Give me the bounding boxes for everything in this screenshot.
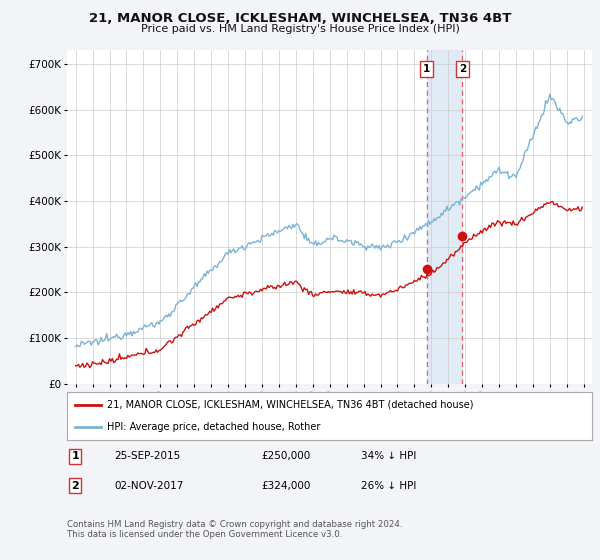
Text: £324,000: £324,000 (262, 481, 311, 491)
Text: 1: 1 (423, 64, 430, 74)
Text: Price paid vs. HM Land Registry's House Price Index (HPI): Price paid vs. HM Land Registry's House … (140, 24, 460, 34)
Text: HPI: Average price, detached house, Rother: HPI: Average price, detached house, Roth… (107, 422, 320, 432)
Text: Contains HM Land Registry data © Crown copyright and database right 2024.
This d: Contains HM Land Registry data © Crown c… (67, 520, 403, 539)
Text: 21, MANOR CLOSE, ICKLESHAM, WINCHELSEA, TN36 4BT (detached house): 21, MANOR CLOSE, ICKLESHAM, WINCHELSEA, … (107, 400, 473, 410)
Text: 2: 2 (459, 64, 466, 74)
Text: 2: 2 (71, 481, 79, 491)
Text: 21, MANOR CLOSE, ICKLESHAM, WINCHELSEA, TN36 4BT: 21, MANOR CLOSE, ICKLESHAM, WINCHELSEA, … (89, 12, 511, 25)
Text: 34% ↓ HPI: 34% ↓ HPI (361, 451, 416, 461)
Text: 1: 1 (71, 451, 79, 461)
Text: 25-SEP-2015: 25-SEP-2015 (115, 451, 181, 461)
Bar (427, 50, 463, 384)
Text: 02-NOV-2017: 02-NOV-2017 (115, 481, 184, 491)
Text: 26% ↓ HPI: 26% ↓ HPI (361, 481, 416, 491)
Text: £250,000: £250,000 (262, 451, 311, 461)
